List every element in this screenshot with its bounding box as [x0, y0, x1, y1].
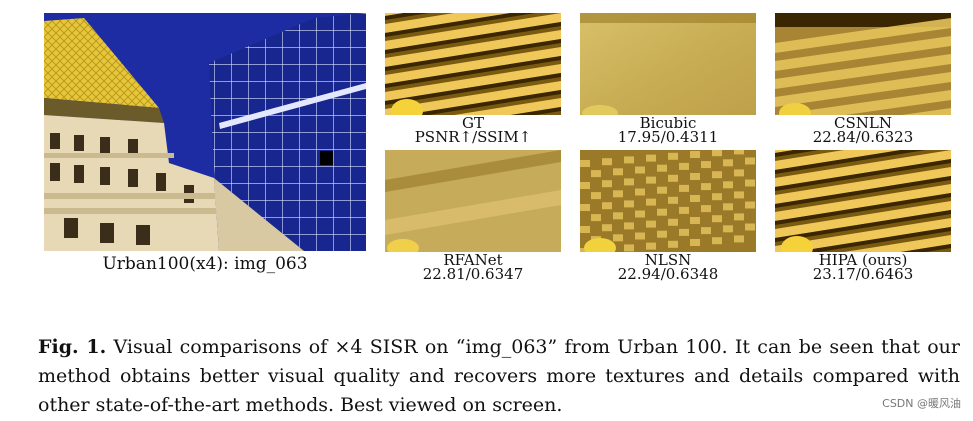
- metric-value: 22.84/0.6323: [812, 128, 914, 146]
- patch-caption: CSNLN 22.84/0.6323: [775, 114, 951, 146]
- patch-caption: NLSN 22.94/0.6348: [580, 251, 756, 283]
- building-illustration: [44, 13, 366, 251]
- method-name: GT: [462, 114, 484, 132]
- patch-nlsn: [580, 150, 756, 252]
- patch-caption: HIPA (ours) 23.17/0.6463: [775, 251, 951, 283]
- patch-caption: GT PSNR↑/SSIM↑: [385, 114, 561, 146]
- patch-gt: [385, 13, 561, 115]
- method-name: NLSN: [644, 251, 692, 269]
- method-name: CSNLN: [834, 114, 892, 132]
- metric-value: 22.94/0.6348: [617, 265, 719, 283]
- method-name: RFANet: [443, 251, 503, 269]
- method-name: Bicubic: [639, 114, 697, 132]
- caption-label: Fig. 1.: [38, 336, 107, 358]
- patch-bicubic: [580, 13, 756, 115]
- metric-value: 23.17/0.6463: [812, 265, 914, 283]
- patch-rfanet: [385, 150, 561, 252]
- caption-text: Visual comparisons of ×4 SISR on “img_06…: [38, 336, 960, 416]
- patch-csnln: [775, 13, 951, 115]
- metric-value: 22.81/0.6347: [422, 265, 524, 283]
- metric-value: PSNR↑/SSIM↑: [414, 128, 532, 146]
- main-image-label: Urban100(x4): img_063: [102, 254, 308, 274]
- urban100-image: [44, 13, 366, 251]
- patch-hipa-ours: [775, 150, 951, 252]
- figure-caption: Fig. 1. Visual comparisons of ×4 SISR on…: [38, 333, 960, 420]
- method-name: HIPA (ours): [818, 251, 908, 269]
- metric-value: 17.95/0.4311: [617, 128, 719, 146]
- patch-caption: RFANet 22.81/0.6347: [385, 251, 561, 283]
- patch-caption: Bicubic 17.95/0.4311: [580, 114, 756, 146]
- watermark: CSDN @暖风油: [882, 397, 961, 410]
